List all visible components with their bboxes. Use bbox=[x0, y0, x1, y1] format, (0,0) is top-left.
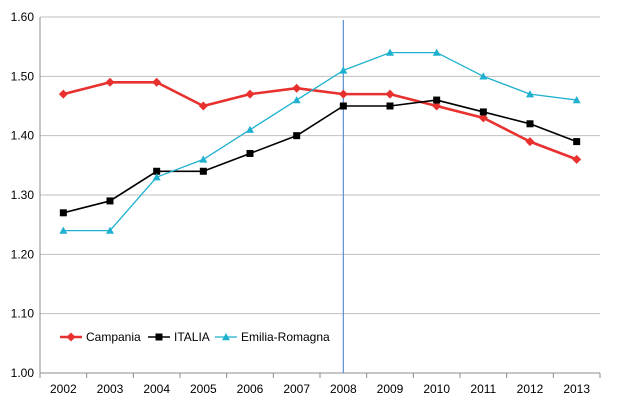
data-point bbox=[245, 89, 255, 99]
legend-swatch-marker bbox=[222, 333, 230, 341]
x-tick-label: 2003 bbox=[97, 382, 124, 396]
series-line bbox=[63, 51, 577, 232]
data-point bbox=[386, 48, 394, 56]
x-tick-label: 2012 bbox=[517, 382, 544, 396]
legend-label: ITALIA bbox=[174, 330, 210, 344]
series-italia bbox=[59, 96, 581, 217]
data-point bbox=[292, 96, 301, 104]
data-point bbox=[105, 77, 115, 87]
legend-item: Emilia-Romagna bbox=[215, 330, 330, 344]
grid-layer bbox=[40, 16, 600, 315]
y-tick-label: 1.40 bbox=[11, 129, 35, 143]
x-tick-label: 2007 bbox=[283, 382, 310, 396]
legend-swatch-marker bbox=[66, 332, 76, 342]
data-point bbox=[339, 102, 347, 110]
x-tick-label: 2006 bbox=[237, 382, 264, 396]
x-tick-label: 2011 bbox=[470, 382, 496, 396]
data-point bbox=[432, 48, 441, 56]
y-tick-label: 1.60 bbox=[11, 10, 35, 24]
series-line bbox=[63, 99, 577, 214]
data-point bbox=[386, 102, 394, 110]
data-point bbox=[58, 89, 68, 99]
data-point bbox=[525, 137, 535, 147]
x-tick-label: 2005 bbox=[190, 382, 217, 396]
legend-swatch-marker bbox=[155, 333, 163, 341]
data-point bbox=[339, 66, 348, 74]
series-line bbox=[63, 80, 578, 161]
axis-layer: 1.00 1.10 1.20 1.30 1.40 1.50 1.60 2002 2003 2004… bbox=[11, 10, 601, 396]
y-tick-label: 1.00 bbox=[11, 366, 35, 380]
x-tick-label: 2008 bbox=[330, 382, 357, 396]
data-point bbox=[246, 125, 254, 133]
x-tick-label: 2010 bbox=[423, 382, 450, 396]
data-point bbox=[526, 120, 534, 128]
data-point bbox=[478, 113, 488, 123]
y-tick-label: 1.50 bbox=[11, 69, 35, 83]
data-point bbox=[479, 108, 487, 116]
data-point bbox=[106, 197, 114, 205]
data-point bbox=[152, 77, 162, 87]
data-point bbox=[198, 101, 208, 111]
data-point bbox=[432, 101, 442, 111]
x-tick-label: 2009 bbox=[377, 382, 404, 396]
data-point bbox=[59, 209, 67, 217]
legend-label: Emilia-Romagna bbox=[241, 330, 330, 344]
legend-label: Campania bbox=[86, 330, 141, 344]
data-point bbox=[153, 167, 161, 175]
x-tick-label: 2002 bbox=[50, 382, 77, 396]
data-point bbox=[433, 96, 441, 104]
legend-item: ITALIA bbox=[148, 330, 210, 344]
data-point bbox=[199, 155, 208, 163]
y-tick-label: 1.20 bbox=[11, 247, 35, 261]
x-tick-label: 2013 bbox=[563, 382, 590, 396]
series-layer bbox=[58, 48, 582, 234]
data-point bbox=[199, 167, 207, 175]
data-point bbox=[385, 89, 395, 99]
legend: Campania ITALIA Emilia-Romagna bbox=[60, 330, 330, 344]
series-campania bbox=[58, 77, 582, 164]
data-point bbox=[292, 83, 302, 93]
data-point bbox=[152, 173, 161, 181]
data-point bbox=[526, 90, 534, 98]
data-point bbox=[573, 138, 581, 146]
data-point bbox=[572, 96, 581, 104]
y-tick-label: 1.10 bbox=[11, 307, 35, 321]
series-emilia-romagna bbox=[59, 48, 581, 234]
data-point bbox=[293, 132, 301, 140]
data-point bbox=[106, 226, 114, 234]
legend-item: Campania bbox=[60, 330, 141, 344]
data-point bbox=[246, 149, 254, 157]
data-point bbox=[479, 72, 488, 80]
x-tick-label: 2004 bbox=[143, 382, 170, 396]
data-point bbox=[338, 89, 348, 99]
y-tick-label: 1.30 bbox=[11, 188, 35, 202]
data-point bbox=[572, 154, 582, 164]
data-point bbox=[59, 226, 68, 234]
